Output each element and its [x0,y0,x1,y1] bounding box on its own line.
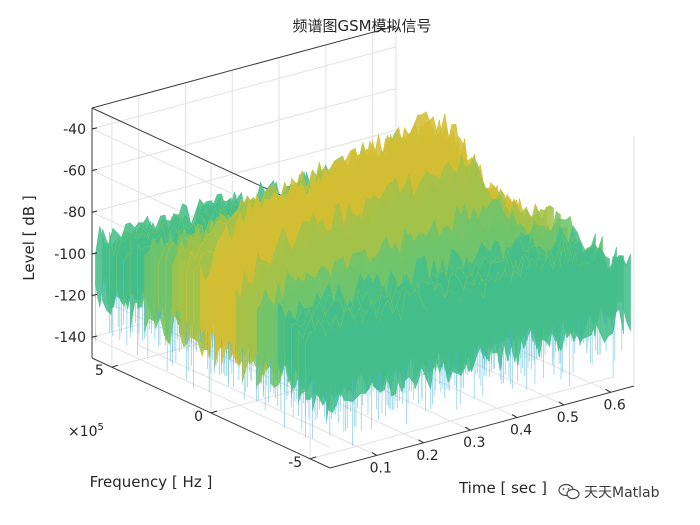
x-tick-mark [465,426,471,431]
x-tick-mark [511,414,518,418]
y-tick-mark [310,456,317,460]
x-axis-ticks: 0.1 0.2 0.3 0.4 0.5 0.6 [370,388,626,476]
surface-strip [326,253,631,421]
y-tick-label: 5 [95,363,104,379]
x-tick-label: 0.5 [557,410,579,426]
z-tick-label: -40 [63,122,86,138]
z-tick-label: -100 [54,247,86,263]
x-tick-mark [605,388,611,393]
y-tick-mark [111,364,118,368]
z-tick-mark [91,169,98,171]
z-axis-label: Level [ dB ] [20,195,38,280]
x-axis-label: Time [ sec ] [458,479,547,497]
y-axis-ticks: 5 0 -5 [95,363,317,471]
z-tick-label: -60 [63,164,86,180]
z-tick-mark [91,127,98,130]
x-tick-label: 0.2 [416,448,438,464]
x-tick-label: 0.1 [370,460,392,476]
chart-title: 频谱图GSM模拟信号 [292,17,431,35]
x-tick-mark [371,451,378,456]
spectrogram-surface [95,111,631,446]
z-tick-label: -80 [63,205,86,221]
y-tick-mark [210,410,218,414]
z-tick-label: -120 [54,289,86,305]
z-tick-mark [91,335,98,338]
y-axis-label: Frequency [ Hz ] [90,473,213,491]
y-tick-label: 0 [194,409,203,425]
x-tick-label: 0.6 [603,397,625,413]
x-tick-label: 0.4 [510,423,532,439]
z-tick-mark [91,252,98,255]
x-tick-mark [558,401,565,406]
watermark: 天天Matlab [558,483,660,501]
x-tick-label: 0.3 [463,435,485,451]
z-tick-mark [91,294,98,296]
z-tick-label: -140 [54,330,86,346]
wechat-icon [558,483,580,500]
z-tick-mark [91,210,98,213]
y-axis-exponent: ×105 [68,422,104,440]
watermark-text: 天天Matlab [584,485,660,501]
z-axis-ticks: -40 -60 -80 -100 -120 -140 [54,122,98,346]
y-tick-label: -5 [288,455,302,471]
x-tick-mark [418,439,424,444]
